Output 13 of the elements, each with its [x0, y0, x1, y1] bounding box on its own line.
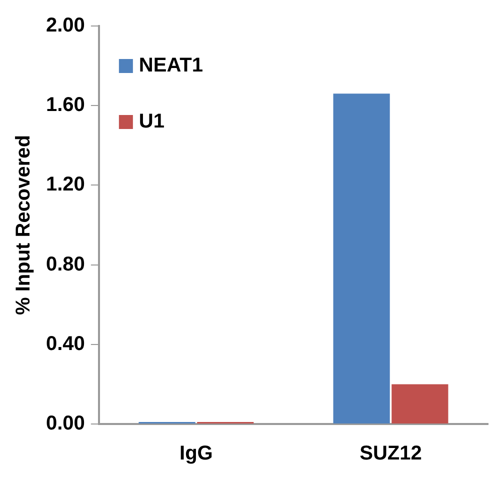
y-tick-label: 0.80 — [46, 253, 85, 276]
bar — [392, 384, 448, 424]
x-tick-label: IgG — [180, 442, 213, 465]
y-tick-label: 0.00 — [46, 412, 85, 435]
y-tick-label: 0.40 — [46, 332, 85, 355]
legend-label: NEAT1 — [138, 54, 204, 77]
y-axis-title: % Input Recovered — [12, 134, 35, 316]
x-tick-label: SUZ12 — [360, 442, 422, 465]
y-tick-label: 1.60 — [46, 94, 85, 116]
y-tick-label: 2.00 — [46, 14, 85, 37]
y-tick-label: 1.20 — [46, 174, 85, 196]
bar — [333, 94, 390, 424]
legend-label: U1 — [138, 110, 165, 133]
